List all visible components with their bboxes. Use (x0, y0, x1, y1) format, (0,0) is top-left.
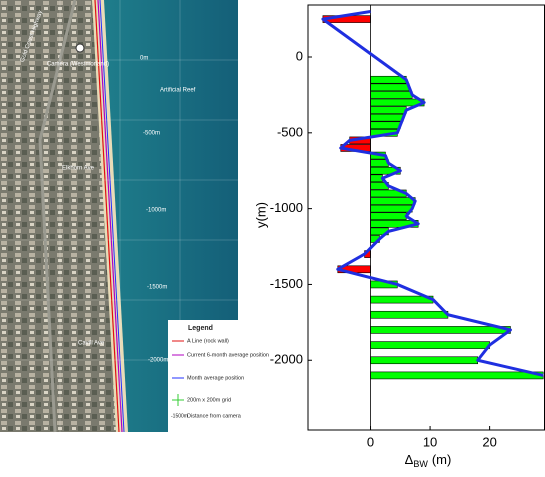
bar (371, 213, 407, 220)
camera-label: Camera (Westmorland) (47, 62, 109, 68)
figure: Camera (Westmorland) Artificial Reef 0m … (0, 0, 545, 472)
distance-label: -500m (143, 131, 160, 137)
bar (371, 114, 404, 121)
legend-item: Current 6-month average position (187, 352, 269, 358)
map-legend: Legend A Line (rock wall) Current 6-mont… (168, 320, 269, 432)
x-label-unit: (m) (432, 452, 452, 467)
bar (371, 160, 389, 167)
y-tick-label: -500 (277, 124, 303, 139)
bar (371, 198, 416, 205)
y-tick-label: 0 (296, 48, 303, 63)
distance-label: -1000m (146, 208, 166, 214)
bar (371, 372, 544, 379)
legend-item: -1500m (171, 413, 188, 419)
bar (371, 205, 413, 212)
bar (371, 107, 407, 114)
distance-label: 0m (140, 56, 148, 62)
legend-item: A Line (rock wall) (187, 338, 229, 344)
street-label: Cavill Ave (78, 341, 105, 347)
bar (371, 342, 490, 349)
reef-label: Artificial Reef (160, 88, 196, 94)
y-tick-label: -1000 (270, 200, 303, 215)
x-label-subscript: BW (413, 459, 428, 469)
x-label-symbol: Δ (405, 452, 414, 467)
distance-label: -2000m (148, 358, 168, 364)
bar (371, 175, 383, 182)
legend-item: 200m x 200m grid (187, 397, 231, 403)
y-tick-label: -2000 (270, 352, 303, 367)
legend-item: Month average position (187, 375, 244, 381)
distance-label: -1500m (147, 285, 167, 291)
bar (371, 357, 478, 364)
legend-item: Distance from camera (187, 413, 242, 419)
bar (371, 326, 511, 333)
x-tick-label: 0 (367, 434, 374, 449)
x-tick-label: 20 (482, 434, 496, 449)
bar (371, 84, 410, 91)
legend-title: Legend (188, 325, 213, 332)
street-label: Elkhorn Ave (62, 166, 95, 172)
y-tick-label: -1500 (270, 276, 303, 291)
y-axis-label: y(m) (253, 202, 268, 228)
chart: 0 -500 -1000 -1500 -2000 0 10 20 y(m) ΔBW (m) (253, 5, 545, 469)
bar (371, 122, 401, 129)
x-tick-label: 10 (423, 434, 437, 449)
bar (371, 91, 413, 98)
aerial-map: Camera (Westmorland) Artificial Reef 0m … (0, 0, 269, 432)
x-axis-label: ΔBW (m) (405, 452, 452, 469)
bar (371, 311, 448, 318)
